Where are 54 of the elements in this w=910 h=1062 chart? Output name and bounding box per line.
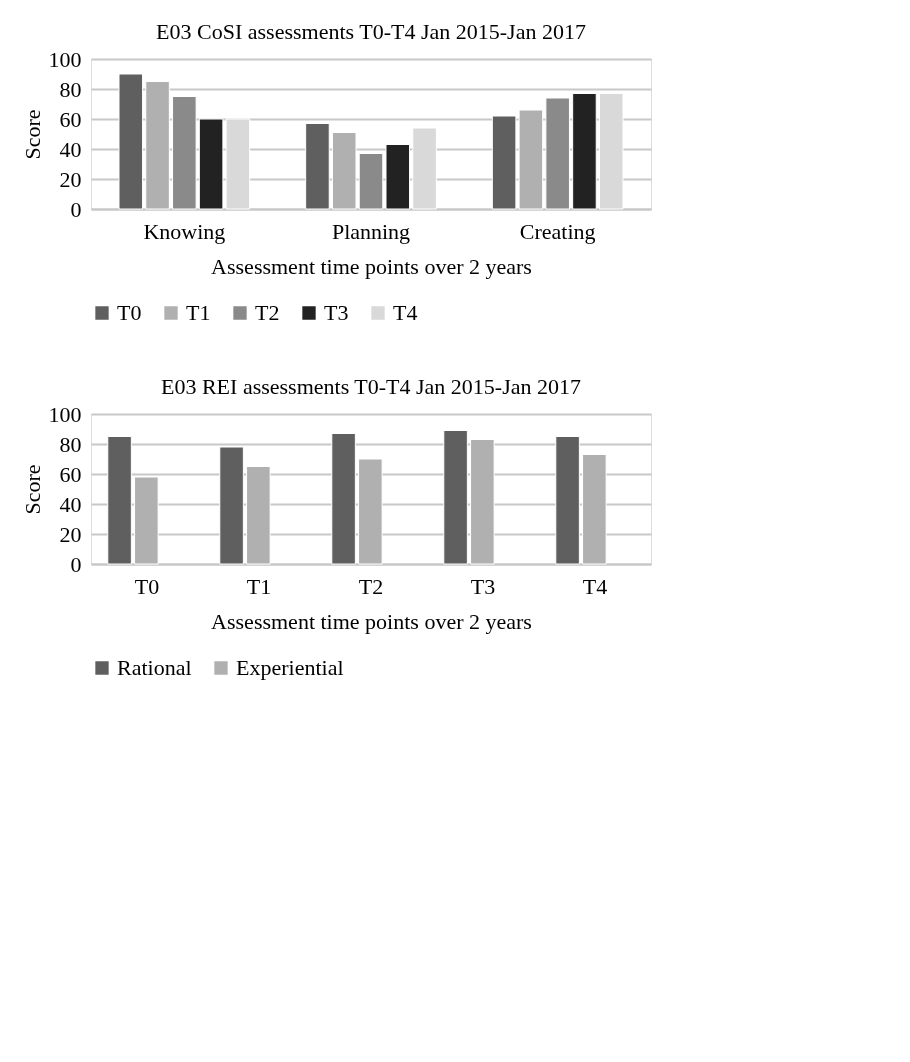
y-tick-label: 60 bbox=[59, 461, 82, 487]
y-tick-label: 80 bbox=[59, 431, 82, 457]
x-axis-title: Assessment time points over 2 years bbox=[211, 608, 532, 634]
bar bbox=[358, 458, 383, 565]
y-tick-label: 100 bbox=[48, 46, 82, 72]
bar bbox=[145, 81, 170, 210]
bar bbox=[443, 430, 468, 565]
bar bbox=[107, 436, 132, 565]
y-tick-label: 100 bbox=[48, 401, 82, 427]
y-tick-label: 0 bbox=[70, 196, 82, 222]
x-tick-label: Planning bbox=[331, 218, 411, 244]
x-tick-label: Knowing bbox=[143, 218, 226, 244]
bar bbox=[358, 153, 384, 210]
bar bbox=[331, 132, 357, 210]
bar bbox=[582, 454, 607, 565]
x-tick-label: T4 bbox=[582, 573, 608, 599]
bar bbox=[470, 439, 495, 565]
bar bbox=[134, 476, 159, 565]
y-tick-label: 40 bbox=[59, 136, 82, 162]
bar bbox=[412, 127, 437, 210]
x-tick-label: T1 bbox=[246, 573, 272, 599]
chart-title: E03 REI assessments T0-T4 Jan 2015-Jan 2017 bbox=[161, 374, 581, 399]
y-axis-title: Score bbox=[19, 109, 45, 160]
legend-label: T2 bbox=[255, 300, 280, 325]
bar bbox=[305, 123, 330, 210]
bar bbox=[572, 93, 597, 210]
legend-label: Experiential bbox=[236, 655, 344, 680]
y-tick-label: 40 bbox=[59, 491, 82, 517]
bar bbox=[598, 93, 624, 210]
bar bbox=[545, 97, 570, 210]
bar bbox=[246, 466, 271, 565]
legend-label: T3 bbox=[324, 300, 349, 325]
x-tick-label: T3 bbox=[470, 573, 496, 599]
bar bbox=[555, 436, 580, 565]
bar bbox=[385, 144, 411, 210]
y-axis-title: Score bbox=[19, 464, 45, 515]
legend-label: Rational bbox=[117, 655, 192, 680]
x-tick-label: Creating bbox=[519, 218, 596, 244]
chart-title: E03 CoSI assessments T0-T4 Jan 2015-Jan 2017 bbox=[156, 19, 586, 44]
legend-label: T1 bbox=[186, 300, 211, 325]
x-axis-title: Assessment time points over 2 years bbox=[211, 253, 532, 279]
bar bbox=[118, 73, 144, 210]
legend-label: T4 bbox=[393, 300, 418, 325]
x-tick-label: T0 bbox=[134, 573, 160, 599]
bar bbox=[331, 433, 356, 565]
y-tick-label: 60 bbox=[59, 106, 82, 132]
bar bbox=[172, 96, 197, 210]
y-tick-label: 0 bbox=[70, 551, 82, 577]
x-tick-label: T2 bbox=[358, 573, 384, 599]
y-tick-label: 20 bbox=[59, 166, 82, 192]
y-tick-label: 20 bbox=[59, 521, 82, 547]
legend-label: T0 bbox=[117, 300, 142, 325]
bar bbox=[219, 446, 244, 565]
y-tick-label: 80 bbox=[59, 76, 82, 102]
